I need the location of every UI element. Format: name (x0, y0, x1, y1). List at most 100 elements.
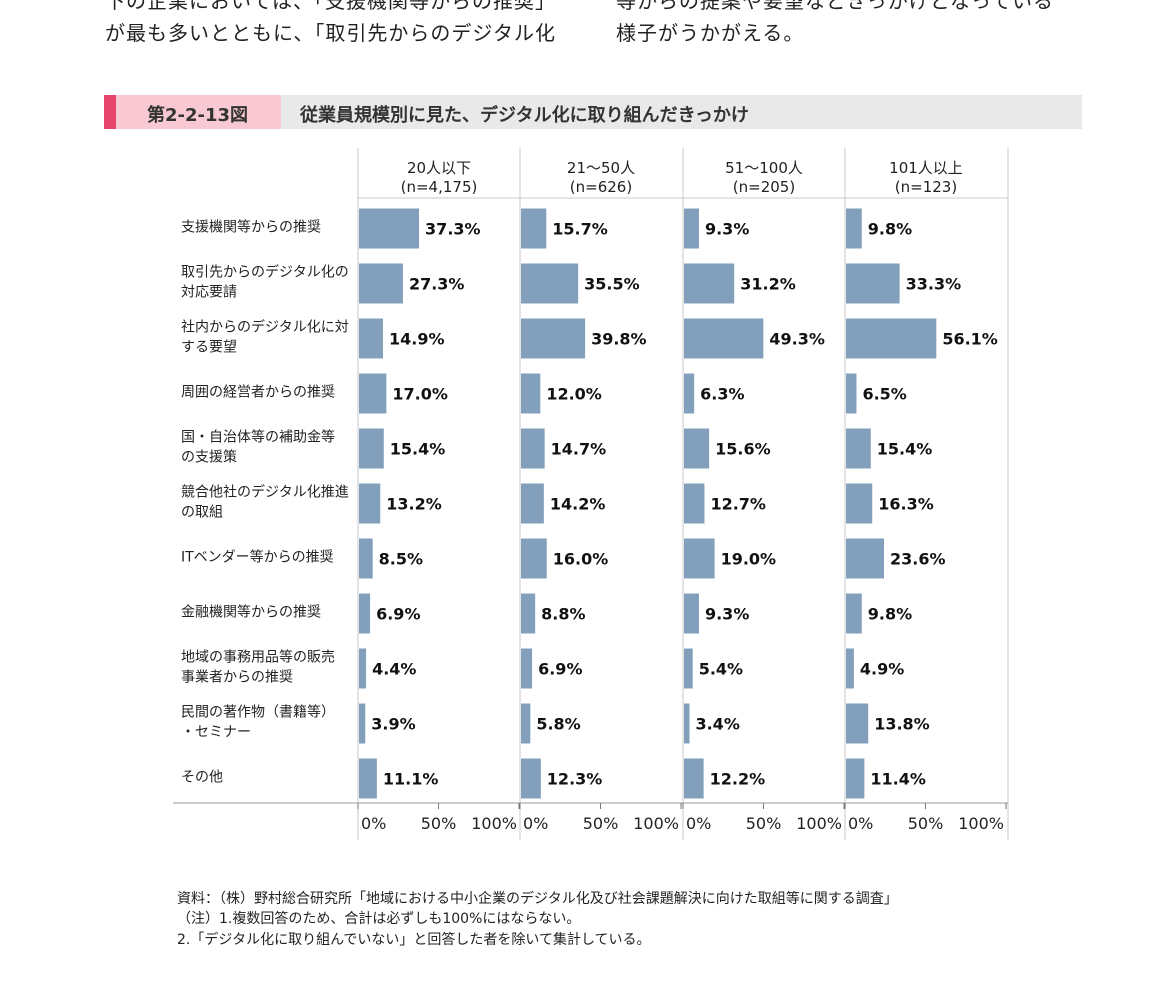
series-n-label: (n=4,175) (401, 178, 478, 196)
bar (846, 373, 857, 414)
bar (846, 318, 937, 359)
data-label: 14.9% (389, 330, 445, 349)
x-tick-label: 50% (583, 814, 619, 833)
bar (359, 758, 377, 799)
data-label: 27.3% (409, 275, 465, 294)
bar (359, 703, 366, 744)
bar (359, 538, 373, 579)
bar (359, 208, 420, 249)
bar (684, 758, 704, 799)
category-label: 取引先からのデジタル化の (181, 264, 349, 281)
bar (521, 428, 545, 469)
bar (521, 208, 547, 249)
data-label: 9.8% (868, 605, 912, 624)
x-tick-label: 0% (848, 814, 873, 833)
bar (359, 483, 381, 524)
x-tick-label: 100% (796, 814, 842, 833)
bar (521, 483, 544, 524)
data-label: 12.2% (710, 770, 766, 789)
category-label: ・セミナー (181, 725, 251, 741)
figure-number: 第2-2-13図 (147, 105, 249, 126)
bar (359, 593, 371, 634)
data-label: 8.5% (379, 550, 423, 569)
data-label: 4.9% (860, 660, 904, 679)
bar (684, 318, 764, 359)
figure-number-accent (104, 95, 116, 129)
data-label: 12.7% (710, 495, 766, 514)
data-label: 11.4% (870, 770, 926, 789)
data-label: 37.3% (425, 220, 481, 239)
bar (521, 373, 541, 414)
x-tick-label: 0% (361, 814, 386, 833)
x-tick-label: 50% (421, 814, 457, 833)
category-label: 支援機関等からの推奨 (181, 219, 321, 236)
bar (684, 483, 705, 524)
x-tick-label: 100% (633, 814, 679, 833)
x-tick-label: 100% (471, 814, 517, 833)
x-tick-label: 50% (908, 814, 944, 833)
data-label: 9.3% (705, 220, 749, 239)
data-label: 6.5% (862, 385, 906, 404)
data-label: 12.0% (546, 385, 602, 404)
data-label: 39.8% (591, 330, 647, 349)
source-note: 資料：（株）野村総合研究所「地域における中小企業のデジタル化及び社会課題解決に向… (177, 891, 898, 907)
bar (359, 648, 367, 689)
x-tick-label: 50% (746, 814, 782, 833)
category-label: 民間の著作物（書籍等） (181, 704, 335, 721)
bar (846, 758, 865, 799)
data-label: 8.8% (541, 605, 585, 624)
bar (684, 703, 690, 744)
series-header: 20人以下 (407, 159, 471, 177)
category-label: 競合他社のデジタル化推進 (181, 484, 349, 501)
category-label: の支援策 (181, 449, 237, 466)
data-label: 13.8% (874, 715, 930, 734)
figure-number-box: 第2-2-13図 (104, 95, 281, 129)
bar (521, 593, 536, 634)
data-label: 15.4% (390, 440, 446, 459)
data-label: 6.9% (538, 660, 582, 679)
data-label: 49.3% (769, 330, 825, 349)
bar (359, 373, 387, 414)
category-label: その他 (181, 770, 223, 786)
category-label: 周囲の経営者からの推奨 (181, 385, 335, 401)
bar (846, 538, 884, 579)
bar (684, 428, 710, 469)
intro-text-right-line1: 等からの提案や要望などきっかけとなっている (616, 0, 1054, 13)
category-label: の取組 (181, 505, 223, 521)
bar (684, 648, 693, 689)
data-label: 6.3% (700, 385, 744, 404)
series-header: 101人以上 (889, 159, 963, 177)
bar (359, 263, 403, 304)
bar (684, 373, 695, 414)
x-tick-label: 0% (523, 814, 548, 833)
bar (521, 318, 586, 359)
series-n-label: (n=205) (733, 178, 795, 196)
category-label: 事業者からの推奨 (181, 670, 293, 686)
bar (846, 703, 869, 744)
data-label: 13.2% (386, 495, 442, 514)
data-label: 16.0% (553, 550, 609, 569)
bar (359, 318, 383, 359)
series-n-label: (n=626) (570, 178, 632, 196)
bar (846, 648, 854, 689)
data-label: 4.4% (372, 660, 416, 679)
intro-text-left-line1: 下の企業においては、「支援機関等からの推奨」 (105, 0, 556, 13)
data-label: 15.4% (877, 440, 933, 459)
data-label: 11.1% (383, 770, 439, 789)
data-label: 31.2% (740, 275, 796, 294)
data-label: 14.7% (551, 440, 607, 459)
data-label: 5.8% (536, 715, 580, 734)
figure-header: 第2-2-13図 従業員規模別に見た、デジタル化に取り組んだきっかけ (104, 95, 1082, 129)
figure-title: 従業員規模別に見た、デジタル化に取り組んだきっかけ (300, 105, 749, 126)
data-label: 15.6% (715, 440, 771, 459)
intro-text-right-line2: 様子がうかがえる。 (616, 21, 805, 45)
category-label: 地域の事務用品等の販売 (181, 649, 335, 666)
intro-text-left-line2: が最も多いとともに、「取引先からのデジタル化 (105, 21, 556, 45)
bar (846, 593, 862, 634)
bar (521, 538, 547, 579)
data-label: 9.8% (868, 220, 912, 239)
data-label: 14.2% (550, 495, 606, 514)
data-label: 3.9% (371, 715, 415, 734)
bar (846, 483, 873, 524)
